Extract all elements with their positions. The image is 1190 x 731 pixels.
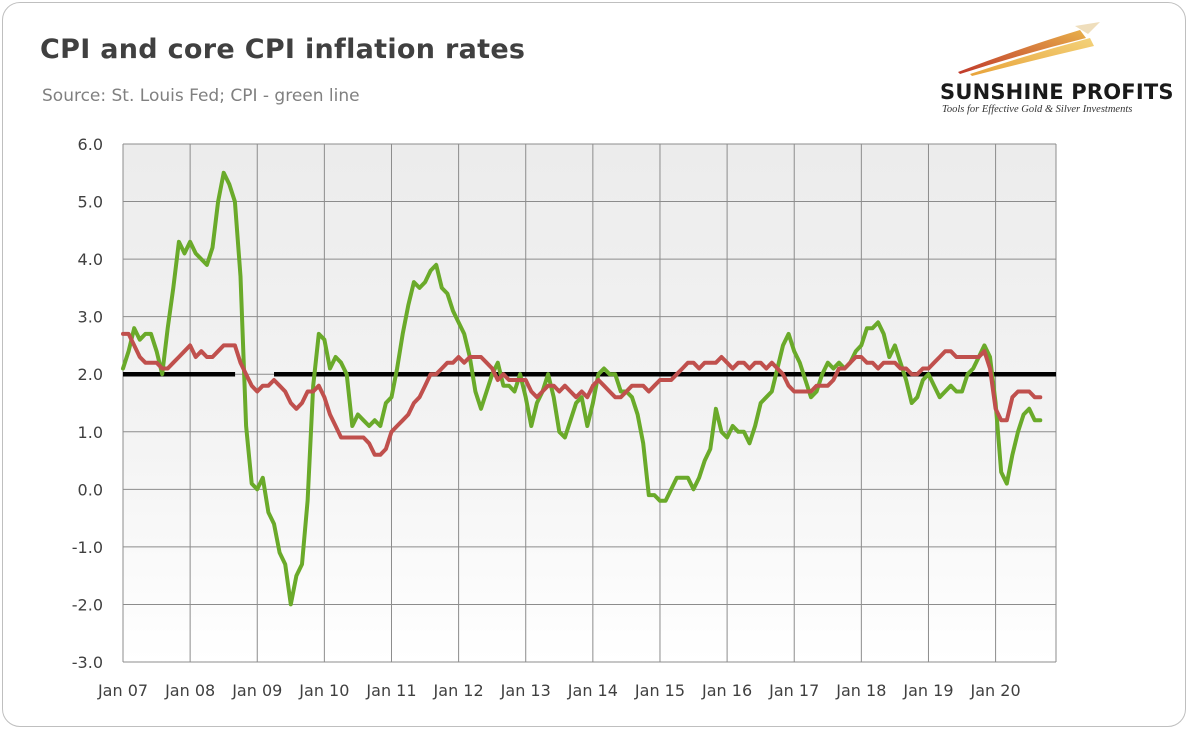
x-tick-label: Jan 14 (567, 681, 618, 700)
chart-title: CPI and core CPI inflation rates (40, 34, 526, 65)
chart-subtitle: Source: St. Louis Fed; CPI - green line (42, 86, 360, 106)
y-tick-label: -2.0 (72, 595, 103, 614)
sunshine-profits-logo: SUNSHINE PROFITS Tools for Effective Gol… (930, 18, 1174, 118)
x-tick-label: Jan 19 (902, 681, 953, 700)
logo-name: SUNSHINE PROFITS (940, 80, 1174, 104)
y-tick-label: 3.0 (78, 308, 103, 327)
x-tick-label: Jan 13 (500, 681, 551, 700)
x-tick-label: Jan 07 (97, 681, 148, 700)
y-tick-label: 6.0 (78, 135, 103, 154)
x-tick-label: Jan 20 (970, 681, 1021, 700)
x-tick-label: Jan 10 (298, 681, 349, 700)
y-tick-label: 4.0 (78, 250, 103, 269)
y-tick-label: 0.0 (78, 480, 103, 499)
y-tick-label: -1.0 (72, 538, 103, 557)
plot-area (123, 144, 1056, 662)
x-tick-label: Jan 12 (433, 681, 484, 700)
y-tick-label: 1.0 (78, 423, 103, 442)
x-tick-label: Jan 08 (164, 681, 215, 700)
x-tick-label: Jan 17 (768, 681, 819, 700)
cpi-series-line (121, 170, 1043, 607)
x-tick-label: Jan 18 (835, 681, 886, 700)
x-tick-label: Jan 09 (231, 681, 282, 700)
core-cpi-series-line (121, 331, 1043, 457)
x-tick-label: Jan 11 (365, 681, 416, 700)
logo-swoosh-icon (958, 22, 1100, 76)
x-tick-label: Jan 15 (634, 681, 685, 700)
y-tick-label: -3.0 (72, 653, 103, 672)
x-tick-label: Jan 16 (701, 681, 752, 700)
logo-tagline: Tools for Effective Gold & Silver Invest… (942, 104, 1133, 115)
y-tick-label: 2.0 (78, 365, 103, 384)
y-tick-label: 5.0 (78, 193, 103, 212)
